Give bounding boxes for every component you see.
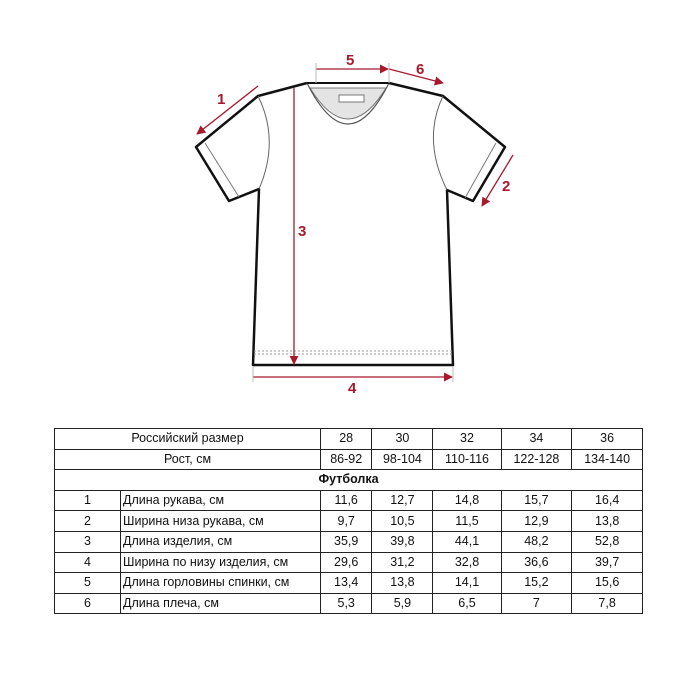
value-cell: 29,6 bbox=[319, 551, 373, 574]
size-cell: 32 bbox=[432, 428, 502, 450]
height-label: Рост, см bbox=[54, 448, 321, 471]
value-cell: 10,5 bbox=[371, 510, 434, 532]
value-cell: 7 bbox=[500, 592, 573, 615]
row-number: 3 bbox=[54, 530, 121, 553]
section-title: Футболка bbox=[54, 469, 643, 491]
value-cell: 11,5 bbox=[432, 510, 502, 532]
neck-label-tag bbox=[338, 94, 365, 103]
value-cell: 36,6 bbox=[500, 551, 573, 574]
row-number: 2 bbox=[54, 510, 121, 532]
value-cell: 39,8 bbox=[371, 530, 434, 553]
value-cell: 14,8 bbox=[432, 489, 502, 512]
value-cell: 5,9 bbox=[371, 592, 434, 615]
value-cell: 39,7 bbox=[571, 551, 643, 574]
tshirt-outline bbox=[194, 81, 507, 367]
value-cell: 32,8 bbox=[432, 551, 502, 574]
table-row: 2 Ширина низа рукава, см 9,7 10,5 11,5 12,9 13… bbox=[54, 510, 643, 532]
value-cell: 9,7 bbox=[319, 510, 373, 532]
label-5: 5 bbox=[346, 52, 354, 69]
size-row: Российский размер 28 30 32 34 36 bbox=[54, 428, 643, 450]
value-cell: 35,9 bbox=[319, 530, 373, 553]
value-cell: 15,7 bbox=[500, 489, 573, 512]
size-cell: 36 bbox=[571, 428, 643, 450]
right-cuff-seam bbox=[464, 142, 497, 199]
value-cell: 13,8 bbox=[571, 510, 643, 532]
label-3: 3 bbox=[298, 223, 306, 240]
table-row: 6 Длина плеча, см 5,3 5,9 6,5 7 7,8 bbox=[54, 592, 643, 615]
value-cell: 6,5 bbox=[432, 592, 502, 615]
size-cell: 34 bbox=[500, 428, 573, 450]
back-neck bbox=[309, 87, 387, 120]
value-cell: 16,4 bbox=[571, 489, 643, 512]
row-number: 5 bbox=[54, 572, 121, 594]
value-cell: 12,9 bbox=[500, 510, 573, 532]
height-cell: 134-140 bbox=[571, 448, 643, 471]
table-row: 4 Ширина по низу изделия, см 29,6 31,2 32,8 3… bbox=[54, 551, 643, 574]
left-cuff-seam bbox=[204, 142, 240, 198]
value-cell: 7,8 bbox=[571, 592, 643, 615]
row-number: 1 bbox=[54, 489, 121, 512]
measurement-name: Длина горловины спинки, см bbox=[120, 572, 321, 594]
value-cell: 13,8 bbox=[371, 572, 434, 594]
value-cell: 13,4 bbox=[319, 572, 373, 594]
measurement-name: Длина рукава, см bbox=[120, 489, 321, 512]
size-table: Российский размер 28 30 32 34 36 Рост, с… bbox=[54, 428, 643, 615]
label-2: 2 bbox=[502, 178, 510, 195]
height-cell: 86-92 bbox=[319, 448, 373, 471]
measurement-name: Длина изделия, см bbox=[120, 530, 321, 553]
collar bbox=[306, 82, 390, 125]
measurement-name: Длина плеча, см bbox=[120, 592, 321, 615]
height-row: Рост, см 86-92 98-104 110-116 122-128 13… bbox=[54, 448, 643, 471]
arrow-6 bbox=[388, 68, 444, 86]
value-cell: 14,1 bbox=[432, 572, 502, 594]
table-row: 1 Длина рукава, см 11,6 12,7 14,8 15,7 16,4 bbox=[54, 489, 643, 512]
left-armhole-seam bbox=[257, 95, 270, 190]
value-cell: 44,1 bbox=[432, 530, 502, 553]
value-cell: 11,6 bbox=[319, 489, 373, 512]
height-cell: 110-116 bbox=[432, 448, 502, 471]
value-cell: 48,2 bbox=[500, 530, 573, 553]
tshirt-diagram: 1 2 3 4 5 6 bbox=[194, 52, 514, 397]
value-cell: 12,7 bbox=[371, 489, 434, 512]
size-label: Российский размер bbox=[54, 428, 321, 450]
measurement-name: Ширина низа рукава, см bbox=[120, 510, 321, 532]
label-4: 4 bbox=[348, 380, 357, 397]
row-number: 4 bbox=[54, 551, 121, 574]
arrow-1 bbox=[196, 85, 259, 135]
value-cell: 5,3 bbox=[319, 592, 373, 615]
height-cell: 98-104 bbox=[371, 448, 434, 471]
row-number: 6 bbox=[54, 592, 121, 615]
label-6: 6 bbox=[416, 61, 424, 78]
arrow-2 bbox=[481, 154, 514, 207]
value-cell: 31,2 bbox=[371, 551, 434, 574]
size-cell: 30 bbox=[371, 428, 434, 450]
table-row: 5 Длина горловины спинки, см 13,4 13,8 14,1 1… bbox=[54, 572, 643, 594]
value-cell: 15,6 bbox=[571, 572, 643, 594]
value-cell: 52,8 bbox=[571, 530, 643, 553]
label-1: 1 bbox=[217, 91, 225, 108]
measurement-name: Ширина по низу изделия, см bbox=[120, 551, 321, 574]
right-armhole-seam bbox=[432, 95, 448, 191]
height-cell: 122-128 bbox=[500, 448, 573, 471]
size-cell: 28 bbox=[319, 428, 373, 450]
section-row: Футболка bbox=[54, 469, 643, 491]
value-cell: 15,2 bbox=[500, 572, 573, 594]
table-row: 3 Длина изделия, см 35,9 39,8 44,1 48,2 52,8 bbox=[54, 530, 643, 553]
